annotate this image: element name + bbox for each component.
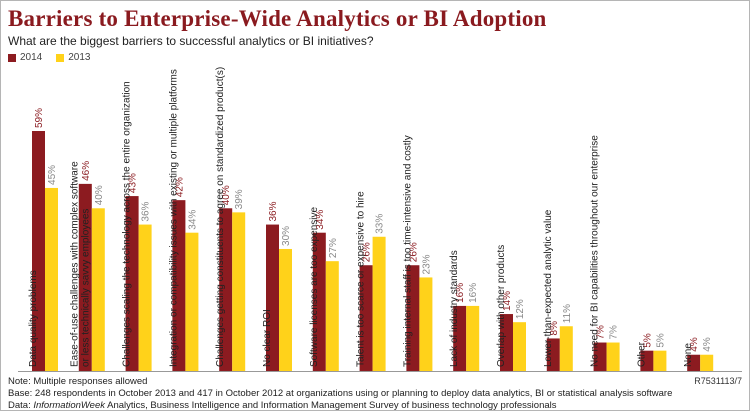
data-label-2014-7: 34% [315,210,326,230]
data-label-2013-15: 4% [702,337,713,352]
data-label-2014-3: 43% [128,173,139,193]
bar-2014-4 [172,200,186,371]
data-label-2014-9: 26% [408,242,419,262]
data-label-2013-11: 12% [515,299,526,319]
category-label-12: Lower-than-expected analytic value [543,209,554,367]
bar-2014-8 [359,265,373,371]
bar-2013-6 [279,248,292,371]
data-label-2013-13: 7% [609,325,620,340]
bar-2014-15 [687,354,701,371]
data-label-2013-6: 30% [281,226,292,246]
data-label-2014-2: 46% [81,161,92,181]
data-label-2013-14: 5% [655,333,666,348]
legend-label-2014: 2014 [20,52,43,63]
bar-2014-7 [312,232,326,371]
legend-item-2013: 2013 [56,52,91,63]
category-label-15: None [683,343,694,367]
data-label-2014-12: 8% [549,321,560,336]
footnote-source: Data: InformationWeek Analytics, Busines… [8,400,557,411]
data-label-2014-6: 36% [268,201,279,221]
legend-swatch-2013 [56,53,65,62]
bar-2014-6 [266,224,279,371]
category-label-4: Integration or compatibility issues with… [168,69,179,367]
data-label-2013-10: 16% [468,283,479,303]
chart-title: Barriers to Enterprise-Wide Analytics or… [8,6,547,31]
data-label-2014-11: 14% [502,291,513,311]
data-label-2014-13: 7% [596,325,607,340]
bar-2013-2 [91,208,105,371]
category-label-11: Overlap with other products [496,245,507,367]
bar-2014-14 [640,350,654,371]
data-label-2014-10: 16% [455,283,466,303]
data-label-2014-1: 59% [34,108,45,128]
category-label-2-line-2: or less technically savvy employees [80,209,91,367]
bar-2013-14 [653,350,667,371]
category-label-3: Challenges scaling the technology across… [122,81,133,367]
bar-2013-13 [606,342,620,371]
source-prefix: Data: [8,400,34,411]
category-label-9: Training internal staff is too time-inte… [402,135,413,367]
chart-legend: 2014 2013 [8,52,105,63]
bar-2013-15 [700,354,714,371]
bar-2013-10 [466,305,480,371]
data-label-2013-12: 11% [562,304,573,323]
bar-2014-3 [125,196,139,371]
data-label-2013-5: 39% [234,189,245,209]
category-label-2-line-1: Ease-of-use challenges with complex soft… [69,161,80,367]
category-label-5: Challenges getting constituents to agree… [215,67,226,367]
data-label-2014-5: 40% [221,185,232,205]
bar-2014-13 [593,342,607,371]
bar-2013-3 [138,224,152,371]
data-label-2014-8: 26% [362,242,373,262]
legend-item-2014: 2014 [8,52,42,63]
bar-2014-12 [546,338,560,371]
data-label-2013-8: 33% [375,214,386,234]
report-id: R7531113/7 [694,376,742,386]
source-rest: Analytics, Business Intelligence and Inf… [105,400,557,411]
legend-swatch-2014 [8,53,16,62]
bar-2014-2 [78,183,92,371]
category-label-10: Lack of industry standards [449,250,460,367]
data-label-2013-4: 34% [187,210,198,230]
data-label-2013-9: 23% [421,254,432,274]
bar-2013-7 [325,261,339,371]
bar-2013-12 [559,326,573,371]
bar-2014-10 [453,305,467,371]
data-label-2013-2: 40% [94,185,105,205]
footnote-base: Base: 248 respondents in October 2013 an… [8,388,673,399]
chart-subtitle: What are the biggest barriers to success… [8,34,374,48]
bar-2013-4 [185,232,199,371]
data-label-2013-3: 36% [141,201,152,221]
source-publication: InformationWeek [33,400,105,411]
bar-2014-11 [500,314,513,371]
category-label-8: Talent is too scarce or expensive to hir… [356,191,367,367]
bar-2014-1 [32,131,45,371]
bar-2014-9 [406,265,420,371]
footnote-note: Note: Multiple responses allowed [8,376,148,387]
category-label-13: No need for BI capabilities throughout o… [590,135,601,367]
legend-label-2013: 2013 [68,52,91,63]
bar-2013-5 [232,212,246,371]
data-label-2014-15: 4% [689,337,700,352]
data-label-2014-14: 5% [642,333,653,348]
category-label-14: Other [636,341,647,367]
category-label-1: Data quality problems [28,270,39,367]
bar-2013-9 [419,277,433,371]
bar-2014-5 [219,208,233,371]
bar-2013-1 [45,187,58,371]
data-label-2013-7: 27% [328,238,339,258]
data-label-2014-4: 42% [174,177,185,197]
category-label-6: No clear ROI [262,309,273,367]
data-label-2013-1: 45% [47,165,58,185]
bar-2013-11 [513,322,526,371]
bar-2013-8 [372,236,386,371]
category-label-7: Software licenses are too expensive [309,206,320,367]
